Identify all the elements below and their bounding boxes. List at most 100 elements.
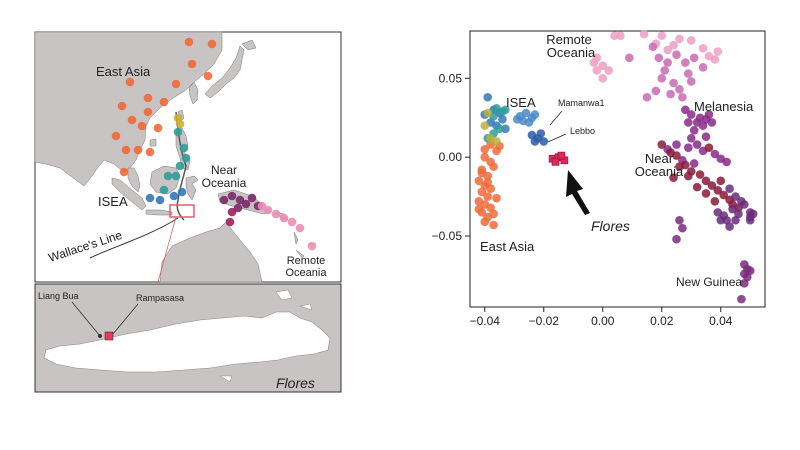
point-near-oceania	[701, 132, 711, 141]
point-new-guinea	[675, 215, 684, 225]
point-remote-oceania	[639, 29, 649, 39]
map-sample-dot	[171, 79, 181, 89]
sulawesi	[185, 175, 199, 201]
label-remote-oceania: Oceania	[547, 45, 596, 60]
point-near-oceania	[689, 159, 699, 168]
point-near-oceania-dark-red	[684, 171, 693, 181]
map-sample-dot	[169, 191, 179, 201]
label-remote: Remote	[546, 32, 592, 47]
point-east-asia	[480, 144, 490, 154]
point-east-asia	[480, 152, 490, 162]
map-sample-dot	[173, 127, 183, 137]
point-remote-oceania	[592, 66, 602, 75]
point-near-oceania	[686, 133, 696, 143]
site-box-connector	[157, 216, 177, 283]
annotations: ISEA Remote Oceania Melanesia Mamanwa1 L…	[480, 32, 754, 289]
point-isea	[483, 92, 493, 102]
map-sample-dot	[175, 119, 185, 129]
point-remote-oceania	[657, 31, 667, 41]
label-near-oceania: Oceania	[635, 164, 684, 179]
map-sample-dot	[159, 185, 169, 195]
map-sample-dot	[137, 121, 147, 131]
point-remote-oceania	[669, 40, 678, 50]
map-sample-dot	[145, 193, 155, 203]
point-melanesia	[657, 74, 667, 83]
map-sample-dot	[117, 101, 127, 111]
point-east-asia	[492, 193, 501, 203]
liang-bua-leader	[71, 301, 101, 337]
point-remote-oceania	[675, 34, 684, 44]
map-label-near-oceania-1: Near	[211, 163, 237, 177]
point-near-oceania-violet	[728, 204, 737, 214]
java	[145, 209, 173, 216]
point-flores	[551, 158, 560, 166]
map-samples	[111, 37, 317, 251]
map-sample-dot	[163, 171, 173, 181]
map-sample-dot	[184, 37, 194, 47]
label-melanesia: Melanesia	[694, 99, 754, 114]
x-axis: −0.04 −0.02 0.00 0.02 0.04	[470, 307, 733, 328]
inset-label-rampasasa: Rampasasa	[136, 293, 184, 303]
borneo	[149, 165, 181, 195]
point-melanesia	[672, 50, 681, 59]
flores-island	[43, 311, 331, 373]
map-sample-dot	[219, 195, 229, 205]
point-near-oceania-violet	[713, 208, 723, 217]
map-sample-dot	[227, 207, 237, 217]
point-near-oceania-dark-red	[701, 176, 711, 186]
point-isea-teal	[495, 124, 504, 134]
map-sample-dot	[187, 59, 197, 69]
point-east-asia	[480, 217, 490, 227]
label-new-guinea: New Guinea	[676, 275, 742, 289]
point-mamanwa1	[524, 118, 534, 127]
malay-peninsula	[127, 167, 141, 193]
map-sample-dot	[171, 171, 181, 181]
point-near-oceania	[722, 157, 731, 167]
point-east-asia	[489, 162, 498, 171]
wallace-line-pointer	[89, 217, 179, 259]
inset-label-flores: Flores	[276, 375, 315, 391]
point-near-oceania-dark-red	[704, 143, 714, 153]
hokkaido	[241, 39, 257, 51]
point-lebbo	[536, 129, 546, 138]
point-remote-oceania	[610, 31, 619, 41]
map-sample-dot	[133, 145, 143, 155]
sumatra	[111, 177, 147, 211]
map-sample-dot	[203, 71, 213, 81]
y-axis: −0.05 0.00 0.05	[432, 71, 470, 243]
scatter-points	[474, 29, 758, 304]
map-sample-dot	[153, 123, 163, 133]
point-isea-yellow-green	[492, 137, 501, 146]
flores-site-box	[169, 204, 195, 218]
map-sample-dot	[247, 193, 257, 203]
map-sample-dot	[179, 143, 189, 153]
vanuatu	[293, 231, 299, 245]
point-new-guinea	[678, 223, 687, 233]
x-tick-label: −0.02	[529, 314, 560, 328]
x-tick-label: 0.04	[709, 314, 733, 328]
point-east-asia	[489, 209, 498, 219]
map-sample-dot	[279, 213, 289, 223]
point-near-oceania-violet	[745, 215, 755, 225]
point-near-oceania-dark-red	[675, 162, 684, 171]
point-mamanwa1	[512, 115, 522, 124]
map-sample-dot	[271, 209, 281, 219]
point-near-oceania	[707, 118, 717, 127]
point-east-asia	[474, 204, 484, 214]
point-near-oceania-dark-red	[672, 151, 681, 160]
label-east-asia: East Asia	[480, 239, 535, 254]
point-near-oceania	[684, 143, 693, 153]
point-melanesia	[686, 77, 696, 86]
point-melanesia	[663, 58, 672, 67]
point-remote-oceania	[616, 31, 625, 41]
map-label-east-asia: East Asia	[96, 64, 151, 79]
point-remote-oceania	[704, 51, 714, 61]
point-melanesia	[651, 86, 661, 96]
plot-frame	[469, 30, 766, 308]
point-near-oceania-dark-red	[701, 189, 711, 198]
point-near-oceania-dark-red	[692, 182, 702, 192]
rampasasa-leader	[112, 303, 139, 335]
point-melanesia	[684, 69, 693, 78]
point-near-oceania	[704, 110, 714, 119]
